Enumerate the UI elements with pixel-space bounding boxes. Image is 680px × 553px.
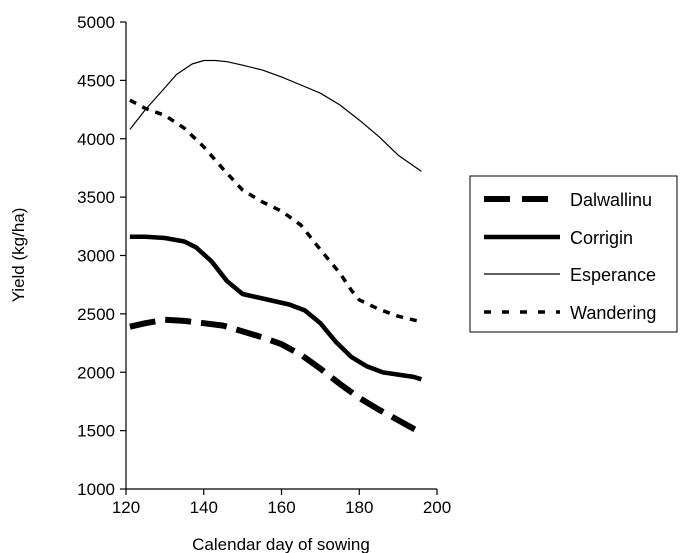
y-tick-label: 2500 [77, 305, 115, 324]
plot-area: 1000 1500 2000 2500 3000 3500 4000 4500 5000 120… [77, 13, 451, 517]
series-line-dalwallinu [129, 316, 423, 436]
y-tick-label: 1500 [77, 422, 115, 441]
y-axis-title: Yield (kg/ha) [9, 208, 28, 303]
y-tick-label: 5000 [77, 13, 115, 32]
x-axis-title: Calendar day of sowing [192, 535, 370, 553]
y-tick-label: 4500 [77, 71, 115, 90]
legend-label-dalwallinu: Dalwallinu [570, 190, 652, 210]
y-axis-ticks: 1000 1500 2000 2500 3000 3500 4000 4500 5000 [77, 13, 126, 499]
x-axis-ticks: 120 140 160 180 200 [112, 489, 451, 517]
y-tick-label: 4000 [77, 130, 115, 149]
legend-label-wandering: Wandering [570, 303, 656, 323]
series-line-esperance [129, 59, 422, 172]
y-tick-label: 1000 [77, 480, 115, 499]
legend-label-corrigin: Corrigin [570, 228, 633, 248]
x-tick-label: 180 [345, 498, 373, 517]
x-tick-label: 140 [190, 498, 218, 517]
legend-label-esperance: Esperance [570, 265, 656, 285]
y-tick-label: 3000 [77, 247, 115, 266]
series-lines [129, 59, 423, 436]
y-tick-label: 3500 [77, 188, 115, 207]
x-tick-label: 120 [112, 498, 140, 517]
x-tick-label: 200 [423, 498, 451, 517]
x-tick-label: 160 [267, 498, 295, 517]
legend: Dalwallinu Corrigin Esperance Wandering [469, 175, 678, 333]
series-line-corrigin [129, 234, 423, 382]
y-tick-label: 2000 [77, 363, 115, 382]
